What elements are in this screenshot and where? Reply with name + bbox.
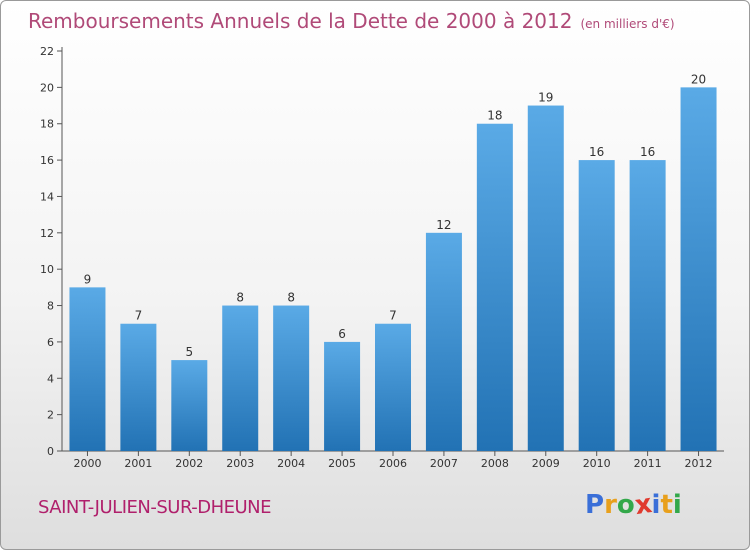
commune-name: SAINT-JULIEN-SUR-DHEUNE [38,497,272,518]
bar-2005 [324,341,361,451]
x-tick-label: 2007 [430,457,458,470]
bar-2008 [476,123,513,452]
x-tick-label: 2003 [226,457,254,470]
bar-2011 [629,160,666,451]
x-tick-label: 2001 [124,457,152,470]
x-tick-label: 2009 [532,457,560,470]
y-tick-label: 16 [40,154,54,167]
bar-2010 [578,160,615,451]
y-tick-label: 4 [47,372,54,385]
value-label: 8 [236,291,244,305]
value-label: 7 [389,309,397,323]
bar-2004 [273,305,310,451]
bar-2006 [375,323,411,451]
value-label: 18 [487,109,502,123]
x-tick-label: 2010 [583,457,611,470]
logo-letter: P [585,490,605,520]
value-label: 16 [640,145,655,159]
logo-letter: o [616,490,635,520]
labels: 2000 9 2001 7 2002 5 2003 8 2004 8 2005 6 2006 7 2007 1… [73,72,712,470]
y-tick-label: 0 [47,445,54,458]
x-tick-label: 2002 [175,457,203,470]
proxiti-logo: Proxiti [585,488,682,522]
value-label: 5 [185,345,193,359]
x-tick-label: 2006 [379,457,407,470]
bar-2003 [222,305,259,451]
x-tick-label: 2000 [73,457,101,470]
bar-2001 [120,323,157,451]
logo-letter: x [632,488,654,522]
y-tick-label: 6 [47,336,54,349]
bar-2002 [171,360,208,451]
chart-title: Remboursements Annuels de la Dette de 20… [28,9,675,33]
x-tick-label: 2012 [685,457,713,470]
value-label: 16 [589,145,604,159]
y-tick-label: 8 [47,300,54,313]
value-label: 6 [338,327,346,341]
y-tick-label: 12 [40,227,54,240]
bar-2000 [69,287,106,451]
value-label: 9 [84,272,92,286]
value-label: 7 [135,309,143,323]
y-tick-label: 2 [47,409,54,422]
bar-2009 [527,105,564,451]
logo-letter: t [660,490,673,520]
value-label: 12 [436,218,451,232]
logo-letter: i [672,490,682,520]
bar-2007 [425,232,462,451]
x-tick-label: 2008 [481,457,509,470]
x-tick-label: 2011 [634,457,662,470]
y-tick-label: 20 [40,81,54,94]
logo-letter: i [651,490,661,520]
logo-letter: r [604,490,617,520]
value-label: 20 [691,72,706,86]
value-label: 19 [538,91,553,105]
y-tick-label: 14 [40,190,54,203]
chart-subtitle: (en milliers d'€) [580,17,675,31]
title-text: Remboursements Annuels de la Dette de 20… [28,9,573,33]
y-tick-label: 18 [40,118,54,131]
x-tick-label: 2005 [328,457,356,470]
x-tick-label: 2004 [277,457,305,470]
y-tick-label: 10 [40,263,54,276]
value-label: 8 [287,291,295,305]
y-tick-label: 22 [40,45,54,58]
bar-2012 [680,87,717,451]
bars [69,87,717,452]
